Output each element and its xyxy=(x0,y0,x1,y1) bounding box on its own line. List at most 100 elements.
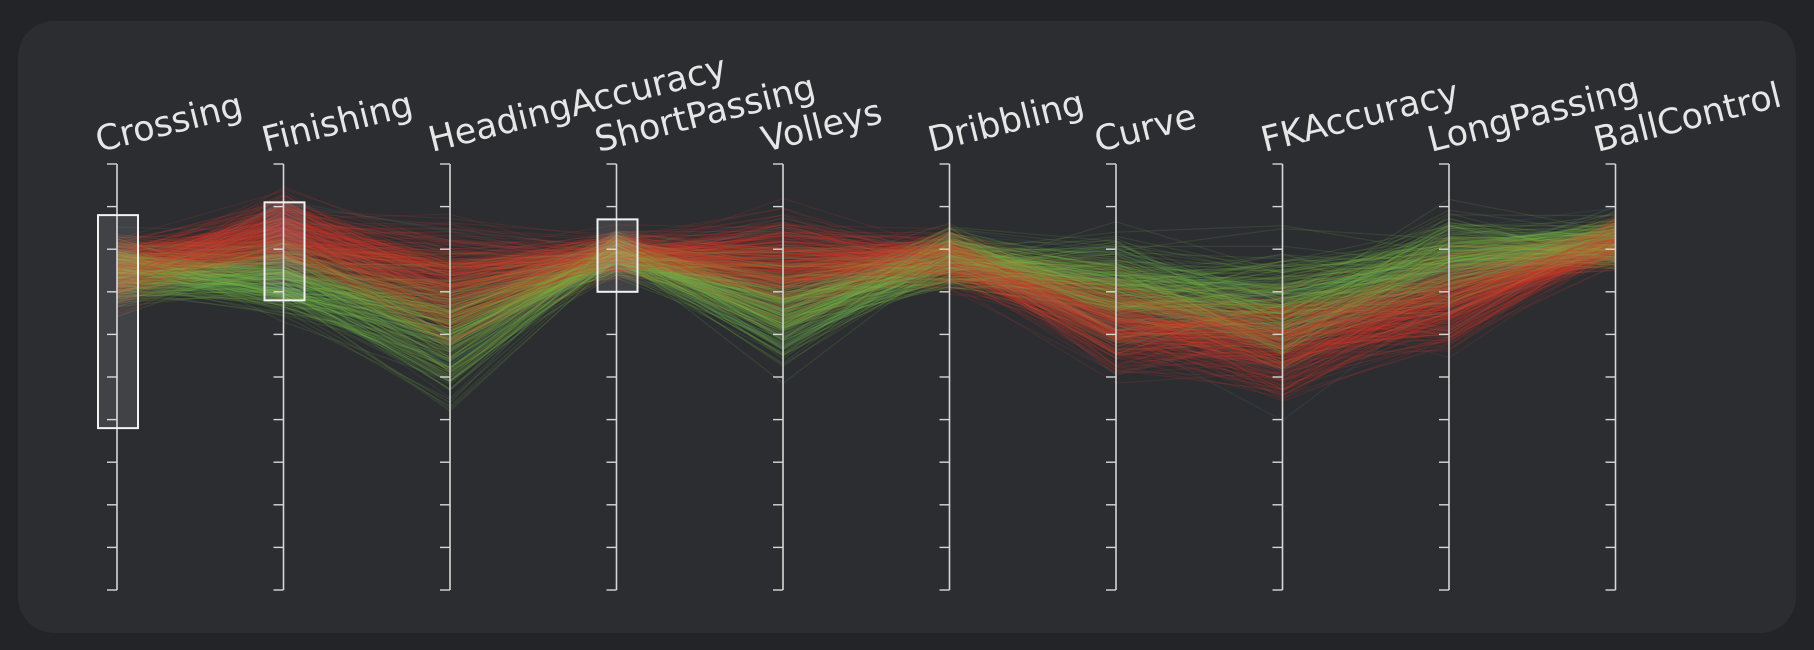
data-polyline xyxy=(116,222,1616,339)
data-polyline xyxy=(116,247,1616,319)
data-polyline xyxy=(116,234,1616,357)
data-polyline xyxy=(116,239,1616,344)
data-polyline xyxy=(116,234,1616,346)
data-polyline xyxy=(116,237,1616,325)
data-polyline xyxy=(116,190,1616,402)
data-polyline xyxy=(116,235,1616,362)
axis-ballcontrol[interactable]: BallControl xyxy=(1590,76,1785,591)
data-polyline xyxy=(116,211,1616,350)
data-polyline xyxy=(116,236,1616,348)
data-polyline xyxy=(116,244,1616,354)
data-polyline xyxy=(116,220,1616,359)
data-polyline xyxy=(116,234,1616,404)
data-polyline xyxy=(116,248,1616,374)
data-polyline xyxy=(116,228,1616,331)
data-polyline xyxy=(116,224,1616,401)
data-polyline xyxy=(116,248,1616,331)
data-polyline xyxy=(116,239,1616,340)
data-polyline xyxy=(116,217,1616,342)
data-polyline xyxy=(116,222,1616,373)
data-polyline xyxy=(116,207,1616,326)
data-polyline xyxy=(116,232,1616,361)
data-polyline xyxy=(116,222,1616,314)
data-polyline xyxy=(116,239,1616,379)
data-polyline xyxy=(116,212,1616,365)
data-polyline xyxy=(116,241,1616,325)
data-polyline xyxy=(116,244,1616,312)
data-polyline xyxy=(116,231,1616,339)
data-polyline xyxy=(116,229,1616,363)
data-polyline xyxy=(116,228,1616,377)
data-polyline xyxy=(116,231,1616,324)
data-polyline xyxy=(116,218,1616,310)
data-polyline xyxy=(116,234,1616,339)
data-polyline xyxy=(116,237,1616,312)
data-polyline xyxy=(116,232,1616,317)
data-polyline xyxy=(116,227,1616,354)
data-polyline xyxy=(116,221,1616,331)
data-polyline xyxy=(116,220,1616,360)
data-polyline xyxy=(116,243,1616,336)
data-polyline xyxy=(116,233,1616,342)
data-polyline xyxy=(116,211,1616,383)
data-polyline xyxy=(116,237,1616,342)
data-polyline xyxy=(116,237,1616,325)
data-polyline xyxy=(116,219,1616,391)
data-polyline xyxy=(116,225,1616,372)
data-polyline xyxy=(116,225,1616,307)
data-polyline xyxy=(116,231,1616,358)
data-polyline xyxy=(116,241,1616,340)
data-polyline xyxy=(116,233,1616,380)
data-polyline xyxy=(116,200,1616,360)
data-polyline xyxy=(116,230,1616,340)
data-polyline xyxy=(116,236,1616,374)
data-polyline xyxy=(116,240,1616,333)
data-polyline xyxy=(116,234,1616,316)
data-polyline xyxy=(116,244,1616,327)
axis-label: Finishing xyxy=(258,85,417,161)
data-polyline xyxy=(116,241,1616,376)
data-polyline xyxy=(116,239,1616,325)
data-polyline xyxy=(116,237,1616,301)
brush-shortpassing[interactable] xyxy=(596,218,639,293)
data-polyline xyxy=(116,218,1616,339)
data-polyline xyxy=(116,247,1616,317)
data-polyline xyxy=(116,221,1616,344)
data-polyline xyxy=(116,228,1616,320)
data-polyline xyxy=(116,232,1616,327)
data-polyline xyxy=(116,230,1616,344)
data-polyline xyxy=(116,222,1616,328)
data-polyline xyxy=(116,245,1616,337)
data-polyline xyxy=(116,203,1616,360)
brush-crossing[interactable] xyxy=(97,214,139,430)
data-polyline xyxy=(116,243,1616,333)
data-polyline xyxy=(116,255,1616,368)
data-polyline xyxy=(116,235,1616,320)
data-polyline xyxy=(116,228,1616,393)
data-polyline xyxy=(116,222,1616,369)
data-polyline xyxy=(116,243,1616,345)
data-polyline xyxy=(116,227,1616,333)
data-polyline xyxy=(116,206,1616,379)
data-polyline xyxy=(116,229,1616,343)
data-polyline xyxy=(116,248,1616,334)
data-polyline xyxy=(116,234,1616,337)
data-polyline xyxy=(116,192,1616,335)
data-polyline xyxy=(116,242,1616,335)
data-polyline xyxy=(116,225,1616,370)
brush-finishing[interactable] xyxy=(263,201,306,302)
data-polyline xyxy=(116,230,1616,329)
data-polyline xyxy=(116,239,1616,410)
data-polyline xyxy=(116,241,1616,340)
data-polyline xyxy=(116,204,1616,333)
data-polyline xyxy=(116,226,1616,365)
data-polyline xyxy=(116,230,1616,340)
data-polyline xyxy=(116,238,1616,344)
data-polyline xyxy=(116,228,1616,318)
data-polyline xyxy=(116,227,1616,312)
data-polyline xyxy=(116,258,1616,335)
data-polyline xyxy=(116,224,1616,369)
data-polyline xyxy=(116,206,1616,343)
data-polyline xyxy=(116,228,1616,315)
data-polyline xyxy=(116,245,1616,358)
